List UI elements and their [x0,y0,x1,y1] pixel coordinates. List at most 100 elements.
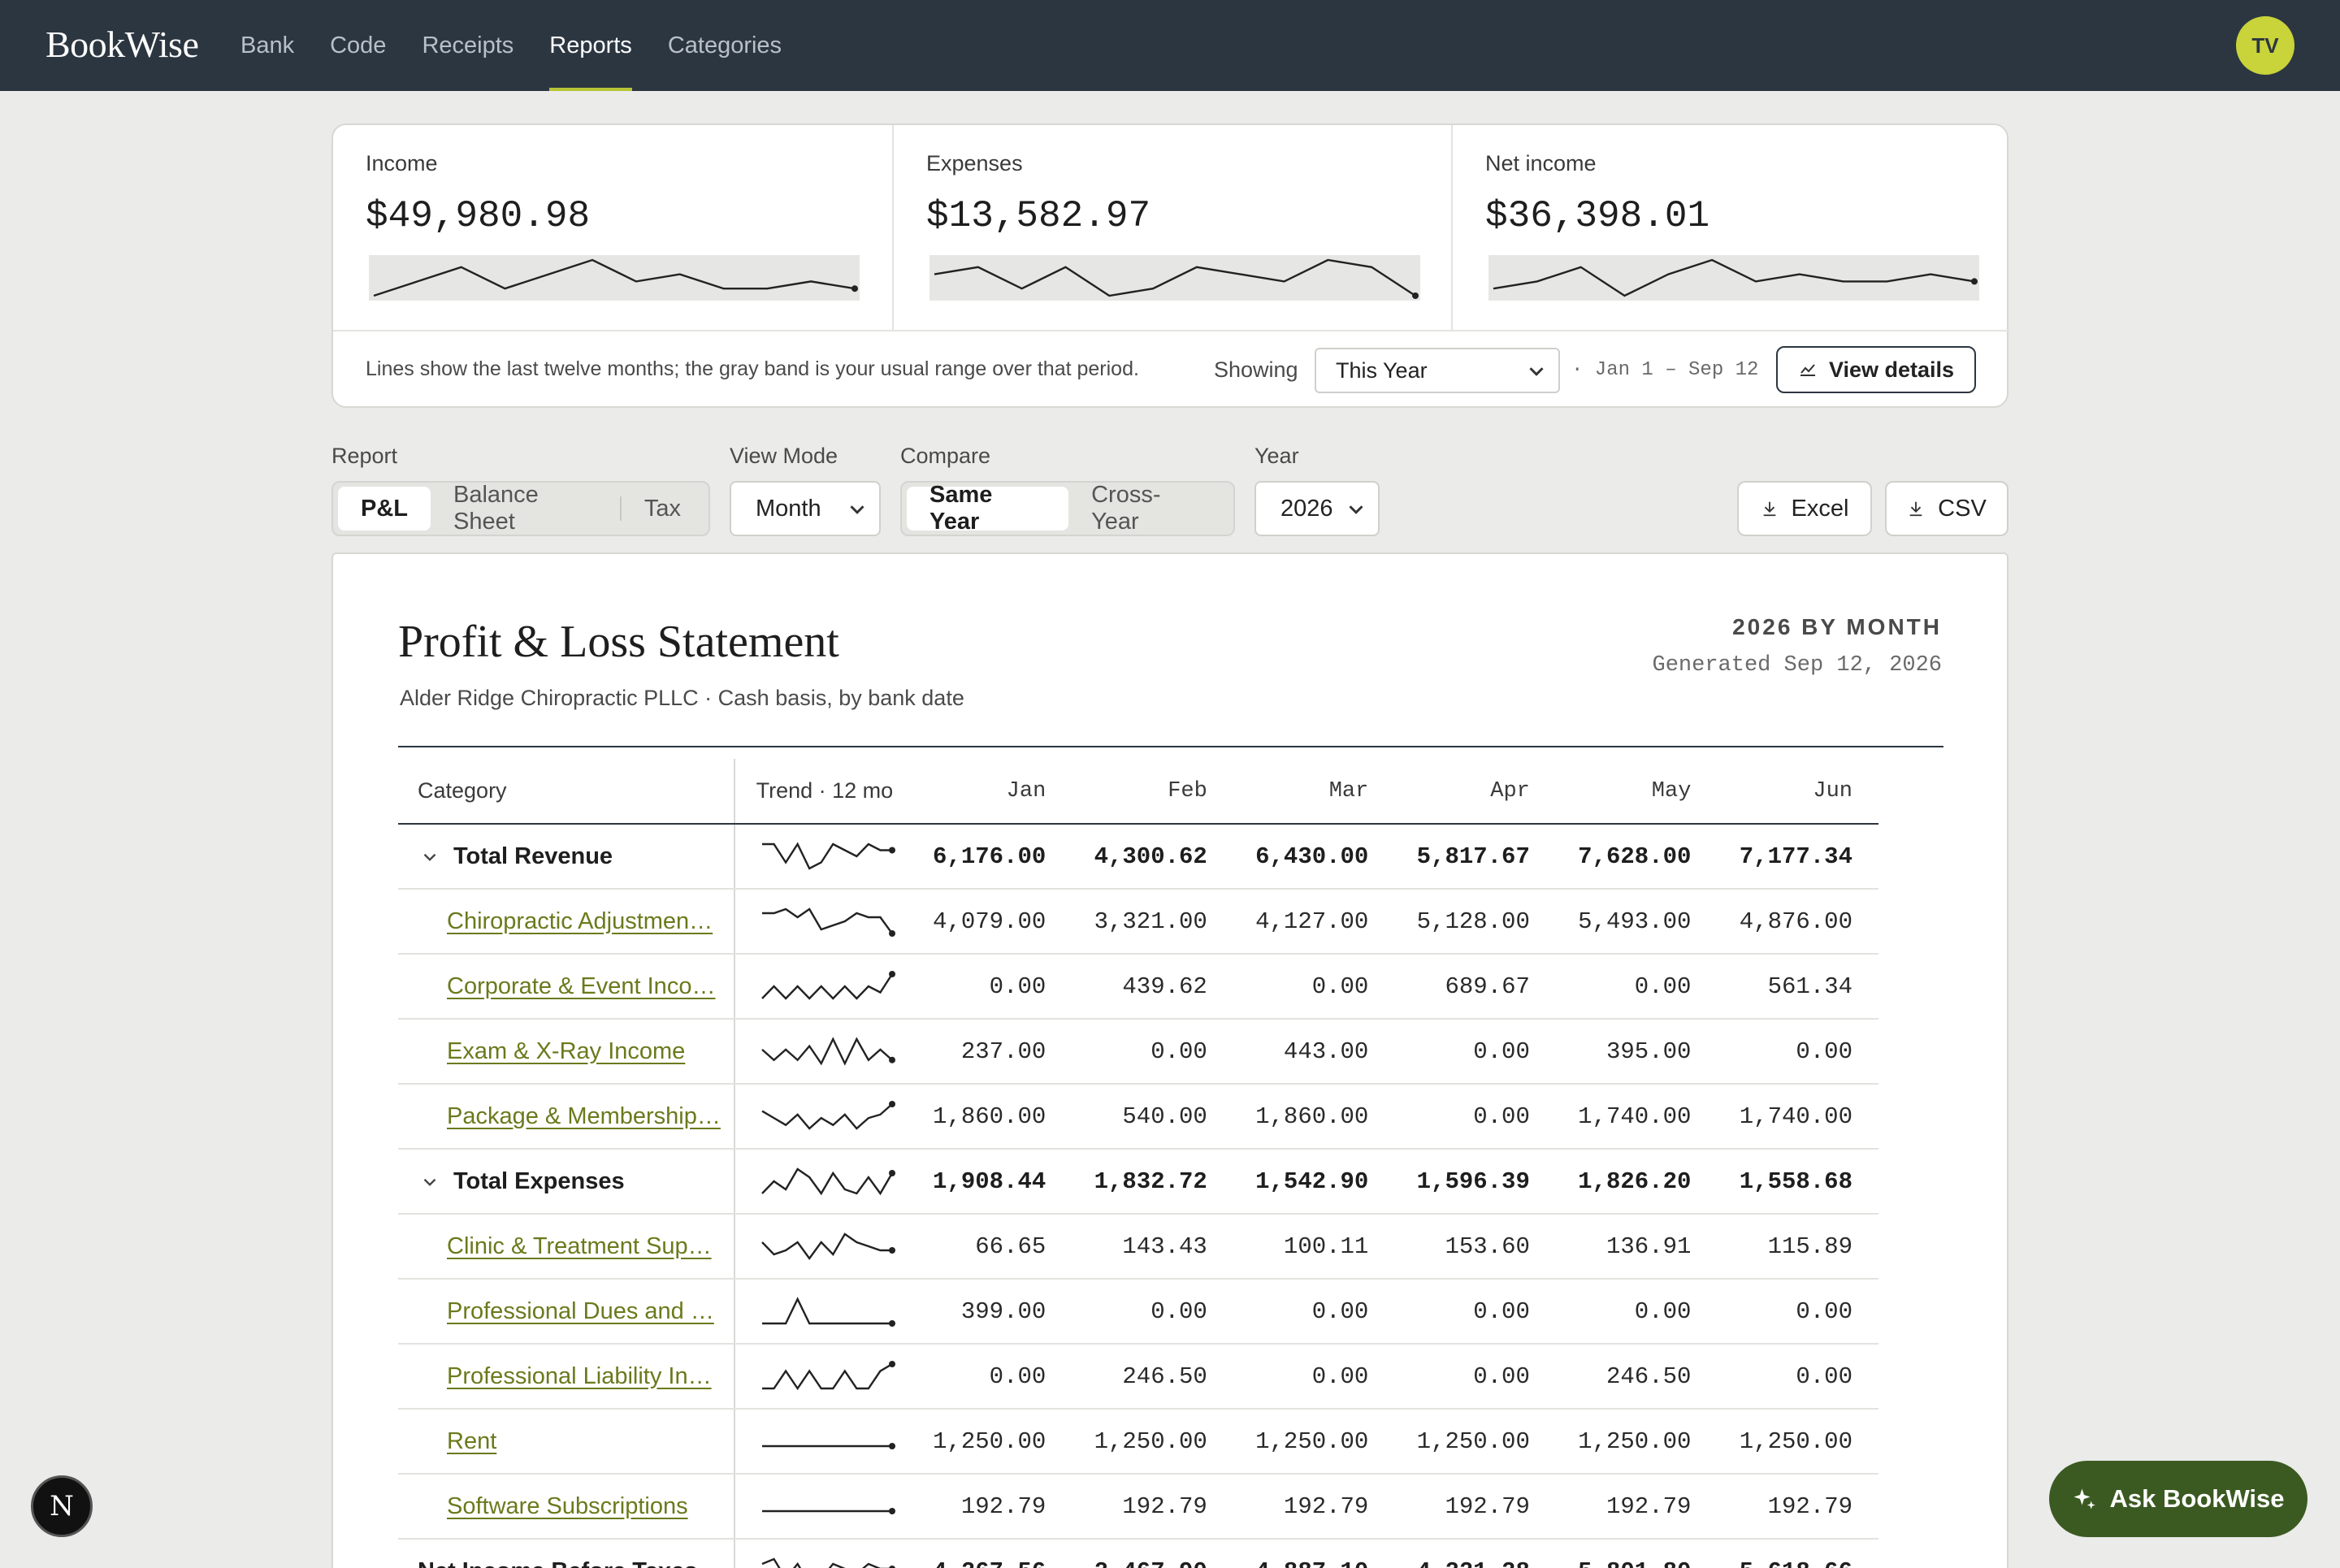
amount-cell: 1,250.00 [1394,1409,1556,1475]
total-row: Total Revenue 6,176.00 4,300.62 6,430.00 5,8… [398,824,1878,890]
view-details-label: View details [1828,357,1955,382]
amount-cell: 395.00 [1555,1019,1718,1085]
category-link[interactable]: Package & Membership… [447,1102,721,1129]
category-cell: Total Revenue [398,824,735,890]
category-link[interactable]: Professional Liability In… [447,1362,712,1389]
amount-cell: 1,596.39 [1394,1148,1556,1215]
category-link[interactable]: Professional Dues and … [447,1297,714,1324]
category-cell: Clinic & Treatment Sup… [398,1214,735,1280]
export-excel-button[interactable]: Excel [1737,481,1872,536]
column-header-category[interactable]: Category [398,759,735,825]
report-option-balance-sheet[interactable]: Balance Sheet [453,482,539,535]
row-sparkline [761,1101,895,1130]
column-header-month[interactable]: Apr [1394,759,1556,825]
report-label: Report [332,444,398,468]
sparkline-endpoint [888,1508,895,1514]
row-sparkline [761,1361,895,1391]
view-mode-value: Month [756,495,821,522]
view-mode-select[interactable]: Month [730,481,881,536]
net-income-sparkline [1488,255,1979,301]
usual-range-band [369,255,860,301]
column-header-month[interactable]: Jan [910,759,1072,825]
kpi-value: $13,582.97 [926,195,1151,237]
amount-cell: 0.00 [1072,1279,1233,1345]
report-period: 2026 BY MONTH [1732,614,1942,639]
app-logo[interactable]: BookWise [46,24,199,65]
report-subtitle: Alder Ridge Chiropractic PLLC · Cash bas… [400,686,964,710]
chevron-down-icon [1349,505,1363,514]
amount-cell: 0.00 [1555,954,1718,1020]
pl-report-card: Profit & Loss Statement Alder Ridge Chir… [332,552,2008,1568]
column-header-month[interactable]: Jun [1717,759,1878,825]
report-option-tax[interactable]: Tax [644,495,681,522]
nav-reports[interactable]: Reports [549,0,632,91]
amount-cell: 136.91 [1555,1214,1718,1280]
category-link[interactable]: Chiropractic Adjustmen… [447,907,713,934]
dev-tools-badge[interactable]: N [31,1475,93,1537]
nav-receipts[interactable]: Receipts [422,32,514,58]
amount-cell: 0.00 [1394,1279,1556,1345]
amount-cell: 0.00 [1717,1344,1878,1410]
period-select[interactable]: This Year [1315,348,1560,393]
column-header-month[interactable]: Mar [1233,759,1395,825]
column-header-month[interactable]: May [1555,759,1718,825]
export-csv-button[interactable]: CSV [1885,481,2008,536]
amount-cell: 1,250.00 [910,1409,1072,1475]
category-link[interactable]: Clinic & Treatment Sup… [447,1232,712,1259]
amount-cell: 0.00 [910,1344,1072,1410]
expenses-sparkline [930,255,1420,301]
trend-cell [734,1214,911,1280]
table-row[interactable]: Clinic & Treatment Sup… 66.65 143.43 100.11… [398,1214,1878,1280]
row-sparkline [760,1167,895,1196]
table-row[interactable]: Corporate & Event Inco… 0.00 439.62 0.00 689… [398,954,1878,1020]
user-avatar[interactable]: TV [2236,16,2294,75]
amount-cell: 1,908.44 [910,1148,1072,1215]
amount-cell: 0.00 [1394,1084,1556,1150]
category-link[interactable]: Software Subscriptions [447,1492,688,1519]
column-header-month[interactable]: Feb [1072,759,1233,825]
nav-categories[interactable]: Categories [667,32,782,58]
showing-label: Showing [1214,357,1298,382]
view-mode-label: View Mode [730,444,838,468]
compare-cross-year[interactable]: Cross-Year [1091,482,1161,535]
category-link[interactable]: Corporate & Event Inco… [447,972,716,999]
year-select[interactable]: 2026 [1254,481,1380,536]
row-sparkline [760,1037,895,1066]
sparkline-endpoint [888,930,895,937]
sparkline-line [1493,258,1975,297]
trend-cell [734,1084,911,1150]
table-header: Category Trend · 12 mo Jan Feb Mar Apr M… [398,759,1878,825]
amount-cell: 5,128.00 [1394,889,1556,955]
table-row[interactable]: Package & Membership… 1,860.00 540.00 1,860… [398,1084,1878,1150]
category-link[interactable]: Exam & X-Ray Income [447,1037,686,1064]
summary-card: Income $49,980.98 Expenses $13,582.97 Ne… [332,123,2010,408]
sparkle-icon [2074,1488,2096,1510]
sparkline-endpoint [1412,292,1419,299]
ask-bookwise-button[interactable]: Ask BookWise [2049,1461,2308,1537]
sparkline-endpoint [888,1361,895,1367]
table-row[interactable]: Rent 1,250.00 1,250.00 1,250.00 1,250.00 1,25… [398,1409,1878,1475]
kpi-value: $49,980.98 [366,195,591,237]
table-row[interactable]: Exam & X-Ray Income 237.00 0.00 443.00 0.00 3… [398,1019,1878,1085]
report-option-pl[interactable]: P&L [338,487,431,531]
row-sparkline [761,1508,895,1514]
table-row[interactable]: Chiropractic Adjustmen… 4,079.00 3,321.00 4… [398,889,1878,955]
amount-cell: 1,250.00 [1233,1409,1395,1475]
category-link[interactable]: Rent [447,1427,497,1454]
nav-bank[interactable]: Bank [240,32,295,58]
table-row[interactable]: Software Subscriptions 192.79 192.79 192.79… [398,1474,1878,1540]
amount-cell: 0.00 [1394,1019,1556,1085]
amount-cell: 6,176.00 [910,824,1072,890]
amount-cell: 1,250.00 [1555,1409,1718,1475]
amount-cell: 399.00 [910,1279,1072,1345]
chevron-down-icon[interactable] [418,847,442,868]
nav-code[interactable]: Code [330,32,387,58]
chevron-down-icon[interactable] [418,1172,442,1193]
compare-same-year[interactable]: Same Year [907,482,1069,535]
view-details-button[interactable]: View details [1776,346,1976,393]
compare-label: Compare [900,444,991,468]
kpi-label: Expenses [926,151,1023,175]
table-row[interactable]: Professional Liability In… 0.00 246.50 0.00… [398,1344,1878,1410]
sparkline-line [760,1167,893,1196]
table-row[interactable]: Professional Dues and … 399.00 0.00 0.00 0.0… [398,1279,1878,1345]
